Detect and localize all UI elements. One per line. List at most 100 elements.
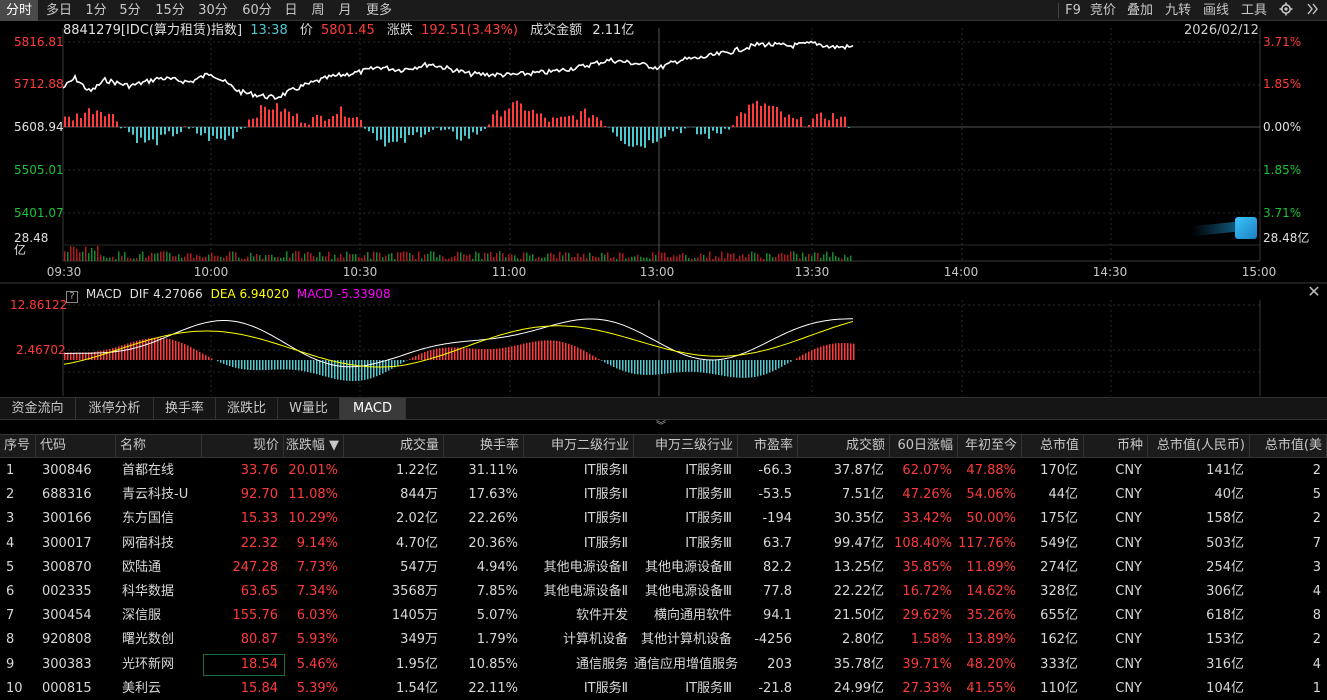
column-header[interactable]: 申万三级行业 (634, 435, 738, 457)
column-header[interactable]: 总市值 (1022, 435, 1084, 457)
tab-adv-dec[interactable]: 涨跌比 (216, 398, 278, 420)
table-cell: 10.85% (468, 656, 518, 672)
tab-daily[interactable]: 日 (284, 3, 298, 18)
column-header[interactable]: 名称 (116, 435, 202, 457)
table-row[interactable]: 6 002335 科华数据 63.65 7.34% 3568万 7.85% 其他电源设备Ⅱ 其他… (0, 580, 1327, 604)
table-row[interactable]: 1 300846 首都在线 33.76 20.01% 1.22亿 31.11% IT服务Ⅱ IT… (0, 459, 1327, 483)
table-row[interactable]: 7 300454 深信服 155.76 6.03% 1405万 5.07% 软件开发 横向通用软… (0, 604, 1327, 628)
draw-line-button[interactable]: 画线 (1202, 3, 1229, 18)
volume-bar (616, 258, 618, 261)
column-header[interactable]: 币种 (1084, 435, 1148, 457)
volume-bar (649, 258, 651, 261)
column-header[interactable]: 总市值(人民币) (1148, 435, 1250, 457)
column-header[interactable]: 涨跌幅 ▼ (284, 435, 344, 457)
double-chevron-right-icon[interactable] (1304, 0, 1322, 21)
volume-bar (619, 252, 621, 261)
f9-button[interactable]: F9 (1065, 3, 1081, 18)
tab-5min[interactable]: 5分 (119, 3, 141, 18)
table-row[interactable]: 5 300870 欧陆通 247.28 7.73% 547万 4.94% 其他电源设备Ⅱ 其他电… (0, 556, 1327, 580)
table-row[interactable]: 10 000815 美利云 15.84 5.39% 1.54亿 22.11% IT服务Ⅱ IT服… (0, 677, 1327, 700)
macd-bar-up (139, 340, 141, 360)
table-row[interactable]: 9 300383 光环新网 18.54 5.46% 1.95亿 10.85% 通信服务 通信应用… (0, 653, 1327, 677)
bar-up (352, 117, 354, 127)
settings-icon[interactable] (1277, 0, 1295, 21)
tab-15min[interactable]: 15分 (155, 3, 185, 18)
volume-bar (292, 253, 294, 261)
volume-bar (559, 251, 561, 261)
collapse-icon[interactable]: ︾ (656, 421, 666, 432)
change-value: 192.51(3.43%) (421, 23, 519, 38)
macd-bar-up (127, 343, 129, 360)
volume-bar (439, 254, 441, 261)
tab-macd[interactable]: MACD (340, 398, 406, 420)
volume-bar (328, 251, 330, 261)
nine-turn-button[interactable]: 九转 (1164, 3, 1191, 18)
volume-bar (64, 251, 66, 261)
macd-bar-up (424, 352, 426, 360)
column-header[interactable]: 市盈率 (738, 435, 798, 457)
close-icon[interactable]: ✕ (1307, 282, 1321, 301)
macd-bar-up (559, 341, 561, 360)
table-cell: 002335 (42, 584, 92, 599)
volume-bar (796, 253, 798, 261)
table-cell: 通信应用增值服务 (634, 656, 738, 672)
macd-bar-down (706, 360, 708, 374)
volume-bar (196, 255, 198, 261)
tab-multi-day[interactable]: 多日 (45, 3, 72, 18)
macd-name: MACD (85, 287, 122, 301)
macd-bar-up (169, 339, 171, 360)
macd-bar-down (349, 360, 351, 381)
column-header[interactable]: 现价 (202, 435, 284, 457)
tab-w-volume[interactable]: W量比 (278, 398, 340, 420)
column-header[interactable]: 代码 (36, 435, 116, 457)
macd-bar-up (448, 347, 450, 360)
volume-bar (403, 251, 405, 261)
volume-bar (541, 257, 543, 261)
tab-limit-up[interactable]: 涨停分析 (76, 398, 154, 420)
macd-dif-value: 4.27066 (153, 287, 203, 301)
column-header[interactable]: 成交额 (798, 435, 890, 457)
overlay-button[interactable]: 叠加 (1126, 3, 1153, 18)
chart-scroll-handle[interactable] (1235, 217, 1257, 239)
macd-bar-up (106, 349, 108, 360)
column-header[interactable]: 申万二级行业 (524, 435, 634, 457)
macd-bar-down (403, 360, 405, 363)
help-icon[interactable]: ? (66, 291, 78, 303)
table-cell: IT服务Ⅱ (583, 511, 628, 527)
table-cell: 4 (1312, 584, 1321, 599)
column-header[interactable]: 序号 (0, 435, 36, 457)
table-row[interactable]: 4 300017 网宿科技 22.32 9.14% 4.70亿 20.36% IT服务Ⅱ IT服… (0, 532, 1327, 556)
tab-monthly[interactable]: 月 (338, 3, 352, 18)
table-row[interactable]: 2 688316 青云科技-U 92.70 11.08% 844万 17.63% IT服务Ⅱ I… (0, 483, 1327, 507)
column-header[interactable]: 换手率 (444, 435, 524, 457)
macd-bar-up (181, 342, 183, 360)
tab-60min[interactable]: 60分 (242, 3, 272, 18)
tab-30min[interactable]: 30分 (198, 3, 228, 18)
tab-intraday[interactable]: 分时 (0, 0, 38, 21)
tab-capital-flow[interactable]: 资金流向 (0, 398, 76, 420)
price-line (62, 40, 854, 101)
volume-bar (784, 254, 786, 261)
tools-button[interactable]: 工具 (1240, 3, 1267, 18)
tab-turnover[interactable]: 换手率 (154, 398, 216, 420)
price-chart[interactable] (0, 0, 1327, 400)
column-header[interactable]: 年初至今 (958, 435, 1022, 457)
volume-bar (757, 253, 759, 261)
tab-more[interactable]: 更多 (365, 3, 392, 18)
auction-button[interactable]: 竞价 (1089, 3, 1116, 18)
table-row[interactable]: 8 920808 曙光数创 80.87 5.93% 349万 1.79% 计算机设备 其他计算机… (0, 628, 1327, 652)
volume-bar (256, 254, 258, 261)
table-cell: 99.47亿 (833, 535, 884, 551)
volume-bar (142, 251, 144, 261)
macd-bar-up (163, 338, 165, 360)
tab-1min[interactable]: 1分 (85, 3, 107, 18)
table-row[interactable]: 3 300166 东方国信 15.33 10.29% 2.02亿 22.26% IT服务Ⅱ IT… (0, 507, 1327, 531)
bar-down (220, 127, 222, 139)
bar-up (296, 113, 298, 127)
volume-bar (817, 252, 819, 261)
column-header[interactable]: 成交量 (344, 435, 444, 457)
column-header[interactable]: 60日涨幅 (890, 435, 958, 457)
macd-bar-down (337, 360, 339, 380)
tab-weekly[interactable]: 周 (311, 3, 325, 18)
column-header[interactable]: 总市值(美 (1250, 435, 1327, 457)
